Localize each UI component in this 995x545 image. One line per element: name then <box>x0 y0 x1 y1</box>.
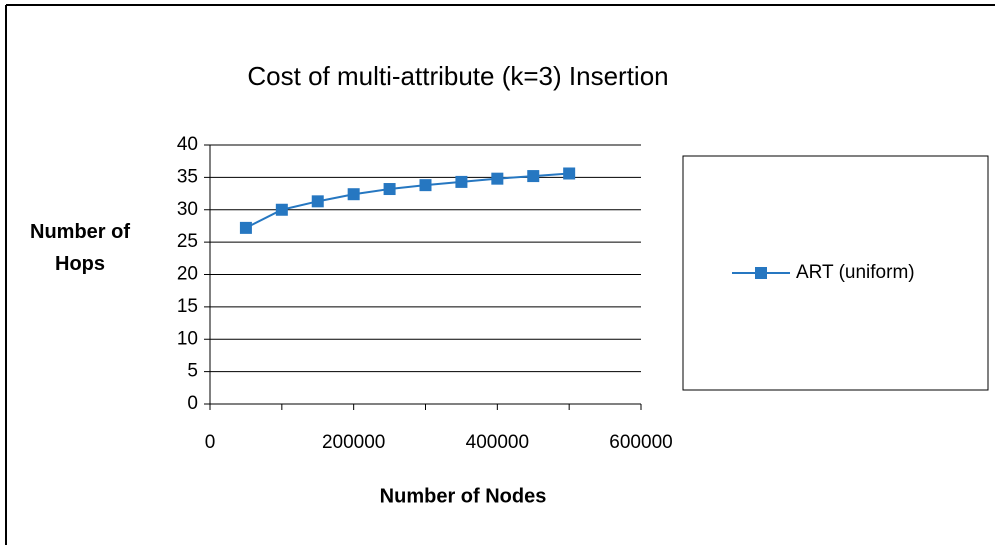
series-line <box>245 172 570 229</box>
y-tick-label: 30 <box>177 199 198 220</box>
marker <box>527 170 540 183</box>
y-tick-label: 40 <box>177 134 198 155</box>
y-tick-label: 10 <box>177 328 198 349</box>
y-tick-label: 35 <box>177 166 198 187</box>
marker <box>383 183 396 196</box>
marker <box>311 195 324 208</box>
legend-label: ART (uniform) <box>796 262 915 283</box>
y-tick-label: 0 <box>187 393 198 414</box>
marker <box>491 172 504 185</box>
x-tick-label: 600000 <box>609 432 672 453</box>
y-tick-label: 20 <box>177 264 198 285</box>
y-tick-label: 25 <box>177 231 198 252</box>
chart-title: Cost of multi-attribute (k=3) Insertion <box>247 61 668 91</box>
x-tick-label: 200000 <box>322 432 385 453</box>
marker <box>419 179 432 192</box>
x-tick-label: 0 <box>205 432 216 453</box>
y-tick-label: 5 <box>187 361 198 382</box>
y-axis-label: Number of Hops <box>30 221 130 275</box>
marker <box>563 167 576 180</box>
marker <box>347 188 360 201</box>
legend-marker <box>755 267 767 279</box>
x-tick-label: 400000 <box>466 432 529 453</box>
y-tick-label: 15 <box>177 296 198 317</box>
marker <box>275 203 288 216</box>
marker <box>455 175 468 188</box>
marker <box>239 221 252 234</box>
x-axis-label: Number of Nodes <box>380 485 547 507</box>
